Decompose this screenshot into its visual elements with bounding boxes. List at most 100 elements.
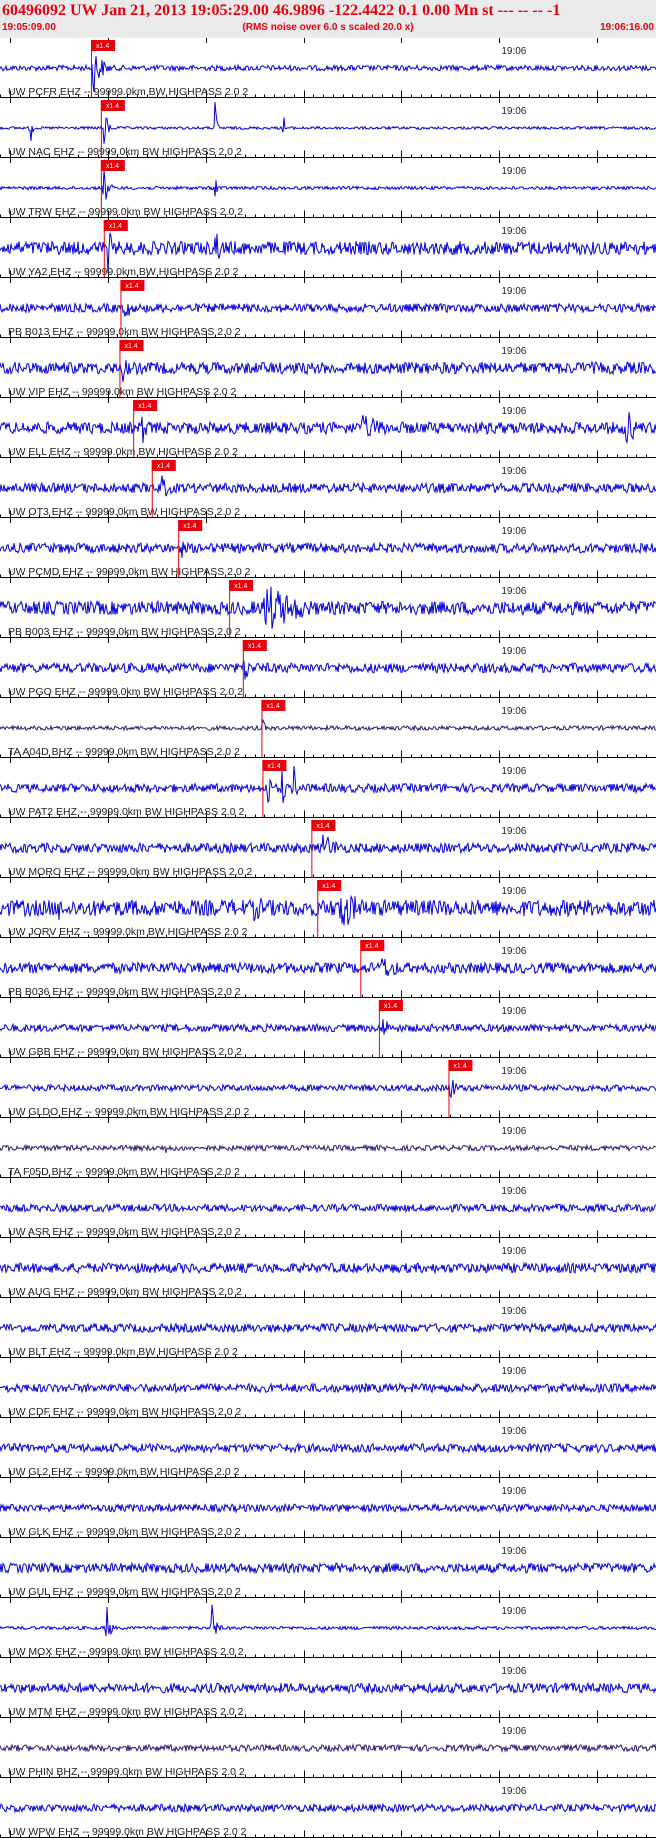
time-tick-label: 19:06 [501,1546,526,1557]
pick-flag [119,340,144,351]
time-tick-label: 19:06 [501,706,526,717]
station-label: UW PGO EHZ -- 99999.0km BW HIGHPASS 2.0 … [8,686,243,698]
trace-row: 19:06 UW GLDO EHZ -- 99999.0km BW HIGHPAS… [0,1058,656,1118]
waveform [0,1561,656,1575]
station-label: UW GLDO EHZ -- 99999.0km BW HIGHPASS 2.0… [8,1106,250,1118]
station-label: UW GL2 EHZ -- 99999.0km BW HIGHPASS 2.0 … [8,1466,240,1478]
waveform [0,541,656,558]
pick-flag-label: x1.4 [248,643,261,650]
time-tick-label: 19:06 [501,1726,526,1737]
station-label: TA F05D BHZ -- 99999.0km BW HIGHPASS 2.0… [8,1166,240,1178]
time-tick-label: 19:06 [501,826,526,837]
trace-row: 19:06 UW GL2 EHZ -- 99999.0km BW HIGHPASS… [0,1418,656,1478]
time-tick-label: 19:06 [501,1366,526,1377]
time-tick-label: 19:06 [501,946,526,957]
station-label: UW NAC EHZ -- 99999.0km BW HIGHPASS 2.0 … [8,146,242,158]
waveform [0,1802,656,1814]
station-label: UW YA2 EHZ -- 99999.0km BW HIGHPASS 2.0 … [8,266,239,278]
waveform [0,660,656,680]
trace-row: 19:06 UW PHIN BHZ -- 99999.0km BW HIGHPAS… [0,1718,656,1778]
pick-flag [262,760,287,771]
start-time-label: 19:05:09.00 [2,22,56,33]
time-tick-label: 19:06 [501,46,526,57]
trace-row: 19:06 UW WPW EHZ -- 99999.0km BW HIGHPASS… [0,1778,656,1838]
pick-flag [317,880,342,891]
waveform [0,958,656,977]
waveform [0,1079,656,1099]
waveform [0,1382,656,1395]
waveform [0,834,656,855]
pick-flag [103,220,128,231]
trace-row: 19:06 UW NAC EHZ -- 99999.0km BW HIGHPASS… [0,98,656,158]
station-label: TA A04D BHZ -- 99999.0km BW HIGHPASS 2.0… [8,746,240,758]
pick-flag-label: x1.4 [266,703,279,710]
pick-flag-label: x1.4 [234,583,247,590]
waveform [0,360,656,383]
waveform [0,1604,656,1637]
seismogram-stack: 19:06 UW PCFR EHZ -- 99999.0km BW HIGHPAS… [0,38,656,1838]
station-label: UW GUL EHZ -- 99999.0km BW HIGHPASS 2.0 … [8,1586,241,1598]
trace-row: 19:06 UW GUL EHZ -- 99999.0km BW HIGHPASS… [0,1538,656,1598]
station-label: UW MORO EHZ -- 99999.0km BW HIGHPASS 2.0… [8,866,252,878]
time-tick-label: 19:06 [501,586,526,597]
station-label: UW GLK EHZ -- 99999.0km BW HIGHPASS 2.0 … [8,1526,241,1538]
pick-flag [151,460,176,471]
pick-flag-label: x1.4 [365,943,378,950]
trace-row: 19:06 UW GBB EHZ -- 99999.0km BW HIGHPASS… [0,998,656,1058]
time-tick-label: 19:06 [501,1606,526,1617]
trace-row: 19:06 PB B013 EHZ -- 99999.0km BW HIGHPAS… [0,278,656,338]
trace-row: 19:06 UW BLT EHZ -- 99999.0km BW HIGHPASS… [0,1298,656,1358]
pick-flag-label: x1.4 [183,523,196,530]
trace-row: 19:06 UW AUG EHZ -- 99999.0km BW HIGHPASS… [0,1238,656,1298]
time-tick-label: 19:06 [501,106,526,117]
waveform [0,1143,656,1153]
pick-flag [448,1060,473,1071]
time-tick-label: 19:06 [501,526,526,537]
waveform [0,586,656,629]
station-label: UW TRW EHZ -- 99999.0km BW HIGHPASS 2.0 … [8,206,243,218]
trace-row: 19:06 UW PCMD EHZ -- 99999.0km BW HIGHPAS… [0,518,656,578]
waveform [0,894,656,926]
time-tick-label: 19:06 [501,766,526,777]
time-tick-label: 19:06 [501,346,526,357]
time-tick-label: 19:06 [501,1666,526,1677]
trace-row: 19:06 UW JORV EHZ -- 99999.0km BW HIGHPAS… [0,878,656,938]
time-tick-label: 19:06 [501,226,526,237]
trace-row: 19:06 UW ELL EHZ -- 99999.0km BW HIGHPASS… [0,398,656,458]
pick-flag-label: x1.4 [109,223,122,230]
station-label: UW PHIN BHZ -- 99999.0km BW HIGHPASS 2.0… [8,1766,245,1778]
station-label: UW PAT2 EHZ -- 99999.0km BW HIGHPASS 2.0… [8,806,244,818]
trace-row: 19:06 UW OT3 EHZ -- 99999.0km BW HIGHPASS… [0,458,656,518]
waveform [0,170,656,200]
waveform [0,718,656,732]
trace-row: 19:06 UW ASR EHZ -- 99999.0km BW HIGHPASS… [0,1178,656,1238]
pick-flag [178,520,203,531]
pick-flag [229,580,254,591]
time-tick-label: 19:06 [501,1786,526,1797]
waveform [0,475,656,497]
pick-flag-label: x1.4 [106,103,119,110]
time-tick-label: 19:06 [501,286,526,297]
trace-row: 19:06 UW PAT2 EHZ -- 99999.0km BW HIGHPAS… [0,758,656,818]
time-tick-label: 19:06 [501,166,526,177]
trace-row: 19:06 UW TRW EHZ -- 99999.0km BW HIGHPASS… [0,158,656,218]
trace-row: 19:06 UW YA2 EHZ -- 99999.0km BW HIGHPASS… [0,218,656,278]
pick-flag [378,1000,403,1011]
station-label: UW AUG EHZ -- 99999.0km BW HIGHPASS 2.0 … [8,1286,242,1298]
station-label: UW VIP EHZ -- 99999.0km BW HIGHPASS 2.0 … [8,386,237,398]
waveform [0,1322,656,1335]
waveform [0,412,656,445]
trace-row: 19:06 PB B003 EHZ -- 99999.0km BW HIGHPAS… [0,578,656,638]
time-tick-label: 19:06 [501,1246,526,1257]
station-label: UW CDF EHZ -- 99999.0km BW HIGHPASS 2.0 … [8,1406,241,1418]
time-tick-label: 19:06 [501,886,526,897]
station-label: UW GBB EHZ -- 99999.0km BW HIGHPASS 2.0 … [8,1046,242,1058]
station-label: UW PCMD EHZ -- 99999.0km BW HIGHPASS 2.0… [8,566,251,578]
waveform [0,1019,656,1035]
pick-flag [360,940,385,951]
trace-row: 19:06 TA F05D BHZ -- 99999.0km BW HIGHPAS… [0,1118,656,1178]
pick-flag [242,640,267,651]
trace-row: 19:06 UW GLK EHZ -- 99999.0km BW HIGHPASS… [0,1478,656,1538]
trace-row: 19:06 PB B036 EHZ -- 99999.0km BW HIGHPAS… [0,938,656,998]
waveform [0,102,656,144]
